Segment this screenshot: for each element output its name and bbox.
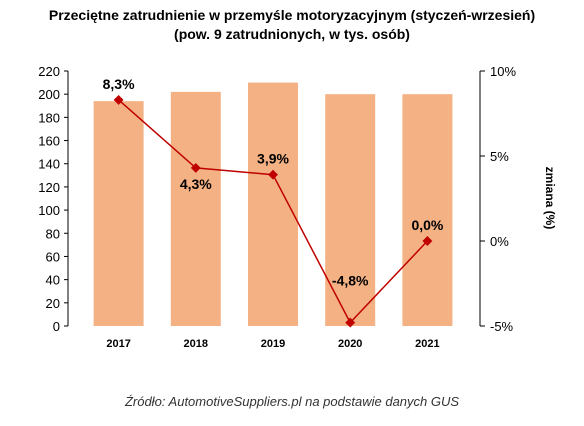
right-tick-label: 5% bbox=[490, 149, 509, 164]
left-tick-label: 80 bbox=[46, 226, 60, 241]
right-tick-label: -5% bbox=[490, 319, 514, 334]
change-marker-2018 bbox=[190, 162, 201, 173]
left-tick-label: 60 bbox=[46, 249, 60, 264]
left-tick-label: 120 bbox=[38, 180, 60, 195]
left-tick-label: 160 bbox=[38, 134, 60, 149]
data-label-2017: 8,3% bbox=[103, 76, 135, 92]
change-marker-2020 bbox=[345, 317, 356, 328]
x-tick-label: 2019 bbox=[261, 338, 285, 350]
bar-2021 bbox=[402, 94, 453, 326]
x-tick-label: 2021 bbox=[415, 338, 439, 350]
change-marker-2019 bbox=[268, 169, 278, 180]
data-label-2020: -4,8% bbox=[332, 273, 369, 289]
change-marker-2017 bbox=[113, 94, 124, 105]
bar-2018 bbox=[170, 91, 221, 326]
bar-2019 bbox=[248, 82, 298, 326]
left-tick-label: 40 bbox=[46, 273, 60, 288]
left-tick-label: 0 bbox=[53, 319, 60, 334]
left-tick-label: 140 bbox=[38, 157, 60, 172]
bar-2020 bbox=[325, 94, 376, 326]
left-tick-label: 20 bbox=[46, 296, 60, 311]
x-tick-label: 2018 bbox=[184, 338, 208, 350]
change-marker-2021 bbox=[422, 236, 433, 246]
left-tick-label: 100 bbox=[38, 203, 60, 218]
right-tick-label: 10% bbox=[490, 64, 516, 79]
right-tick-label: 0% bbox=[490, 234, 509, 249]
data-label-2021: 0,0% bbox=[411, 217, 443, 233]
bar-2017 bbox=[93, 101, 144, 327]
right-axis-label: zmiana (%) bbox=[543, 167, 557, 230]
x-tick-label: 2017 bbox=[106, 338, 130, 350]
chart-subtitle: (pow. 9 zatrudnionych, w tys. osób) bbox=[174, 26, 410, 42]
data-label-2019: 3,9% bbox=[257, 151, 289, 167]
data-label-2018: 4,3% bbox=[180, 176, 212, 192]
left-tick-label: 180 bbox=[38, 110, 60, 125]
x-tick-label: 2020 bbox=[338, 338, 362, 350]
left-tick-label: 200 bbox=[38, 87, 60, 102]
chart-title: Przeciętne zatrudnienie w przemyśle moto… bbox=[48, 7, 536, 23]
source-note: Źródło: AutomotiveSuppliers.pl na podsta… bbox=[124, 394, 460, 409]
left-tick-label: 220 bbox=[38, 64, 60, 79]
